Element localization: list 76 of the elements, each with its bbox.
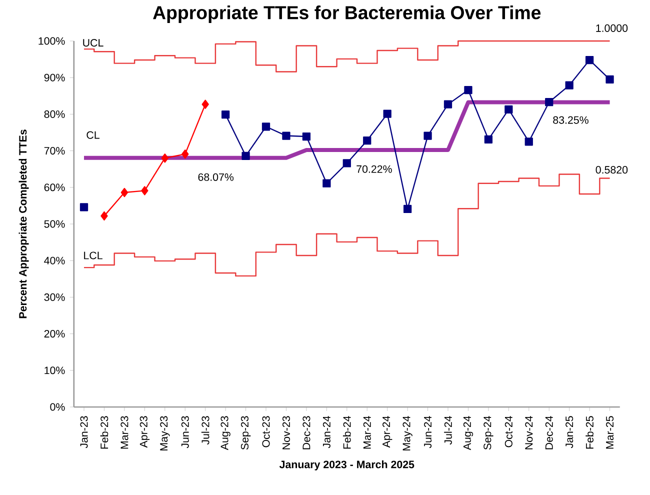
point — [565, 81, 574, 90]
annotation: CL — [86, 131, 100, 139]
x-axis-title: January 2023 - March 2025 — [279, 460, 414, 470]
x-tick-label: Oct-23 — [262, 416, 270, 448]
x-tick-label: Feb-23 — [100, 416, 108, 449]
x-tick-label: May-23 — [160, 416, 170, 450]
x-tick-label: Feb-25 — [586, 416, 594, 449]
x-tick-label: Apr-23 — [140, 416, 150, 448]
x-tick-label: Feb-24 — [342, 416, 351, 449]
point — [182, 149, 189, 159]
point — [120, 188, 128, 198]
x-tick-label: Nov-23 — [282, 416, 290, 450]
x-tick-label: Jun-23 — [181, 416, 189, 448]
x-tick-label: Mar-24 — [363, 416, 371, 449]
annotation: 68.07% — [198, 173, 234, 181]
x-tick-label: Jul-24 — [444, 416, 452, 445]
y-tick-label: 90% — [44, 74, 65, 82]
point — [322, 179, 331, 188]
x-tick-label: Jan-24 — [322, 416, 330, 448]
y-tick-label: 0% — [50, 403, 65, 411]
x-tick-label: Oct-24 — [504, 416, 512, 448]
y-tick-label: 50% — [44, 220, 65, 228]
x-tick-label: Sep-24 — [484, 416, 494, 450]
x-tick-label: Jul-23 — [201, 416, 210, 445]
point — [80, 203, 88, 212]
y-tick-label: 20% — [44, 330, 65, 338]
point — [141, 186, 148, 196]
point — [524, 138, 533, 146]
point — [545, 98, 554, 106]
x-tick-label: Mar-25 — [606, 416, 614, 449]
x-tick-label: Nov-24 — [525, 416, 533, 450]
point — [484, 135, 493, 144]
point — [302, 132, 311, 141]
chart-title: Appropriate TTEs for Bacteremia Over Time — [153, 6, 541, 23]
x-tick-label: Dec-23 — [302, 416, 310, 450]
point — [464, 86, 472, 94]
annotation: UCL — [83, 39, 104, 47]
x-tick-label: Jan-23 — [80, 416, 88, 448]
x-tick-label: Dec-24 — [545, 416, 553, 450]
point — [100, 211, 108, 221]
point — [363, 136, 372, 145]
x-tick-label: Jan-25 — [566, 416, 574, 448]
y-tick-label: 30% — [44, 293, 65, 301]
y-tick-label: 40% — [44, 256, 65, 264]
y-tick-label: 80% — [44, 110, 65, 118]
x-tick-label: Mar-23 — [120, 416, 128, 449]
annotation: 83.25% — [553, 116, 588, 124]
point — [221, 110, 230, 119]
x-tick-label: Aug-23 — [220, 416, 230, 450]
y-tick-label: 70% — [44, 147, 65, 155]
point — [606, 75, 614, 84]
point — [504, 105, 513, 114]
y-tick-label: 60% — [44, 184, 65, 192]
point — [585, 56, 594, 64]
y-tick-label: 100% — [38, 37, 65, 45]
annotation: 70.22% — [356, 165, 392, 173]
point — [161, 154, 168, 163]
text: 1.0000 — [596, 24, 628, 32]
point — [342, 159, 351, 168]
point — [444, 100, 452, 108]
annotation: LCL — [84, 252, 102, 260]
x-tick-label: Sep-23 — [240, 416, 251, 450]
point — [242, 152, 250, 160]
point — [383, 110, 392, 118]
point — [202, 100, 209, 109]
x-tick-label: May-24 — [402, 416, 412, 450]
point — [403, 204, 412, 214]
x-tick-label: Apr-24 — [382, 416, 392, 448]
x-tick-label: Aug-24 — [463, 416, 474, 450]
y-tick-label: 10% — [44, 366, 65, 374]
x-tick-label: Jun-24 — [424, 416, 432, 448]
point — [424, 132, 432, 140]
annotation: 0.5820 — [596, 166, 628, 174]
y-axis-title: Percent Appropriate Completed TTEs — [18, 130, 29, 318]
point — [282, 132, 290, 140]
point — [262, 122, 270, 131]
